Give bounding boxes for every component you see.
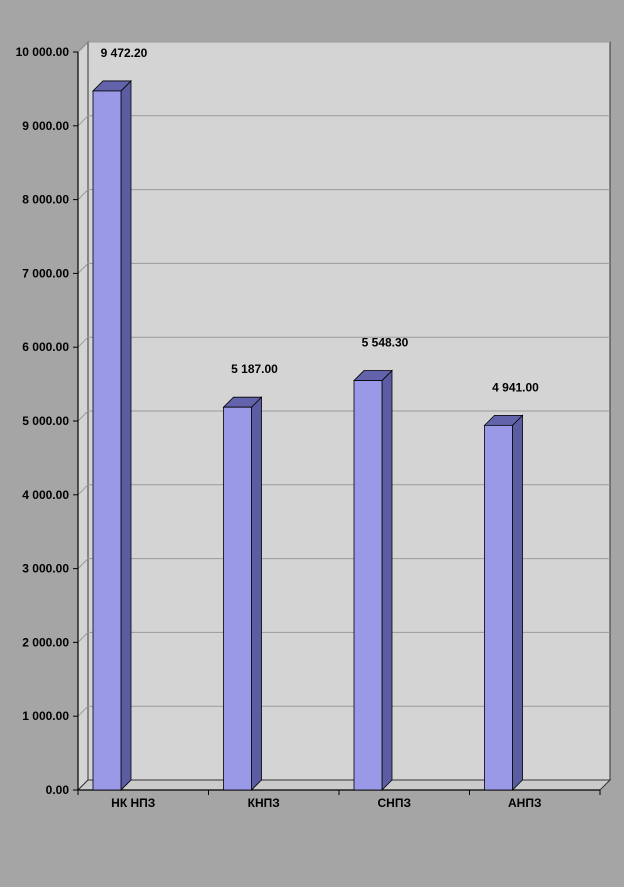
y-tick-label: 2 000.00	[22, 635, 69, 649]
gridline-wall-joint	[77, 41, 89, 53]
y-tick-label: 9 000.00	[22, 119, 69, 133]
gridline-wall-joint	[77, 632, 89, 643]
data-label: 9 472.20	[101, 46, 148, 60]
category-label: СНПЗ	[378, 796, 411, 810]
bar-front-face[interactable]	[92, 90, 122, 791]
y-tick-label: 3 000.00	[22, 562, 69, 576]
y-tick-label: 6 000.00	[22, 340, 69, 354]
gridline-wall-joint	[77, 410, 89, 422]
y-tick-label: 0.00	[46, 783, 70, 797]
gridline-wall-joint	[77, 336, 89, 348]
bar-front-face[interactable]	[223, 406, 252, 791]
bar-side-face[interactable]	[120, 79, 132, 791]
bar-front-face[interactable]	[484, 424, 513, 791]
y-tick-label: 7 000.00	[22, 266, 69, 280]
bar-side-face[interactable]	[251, 396, 262, 791]
category-label: НК НПЗ	[111, 796, 155, 810]
data-label: 4 941.00	[492, 380, 539, 394]
chart-floor	[76, 779, 612, 791]
bar-side-face[interactable]	[381, 369, 393, 791]
data-label: 5 187.00	[231, 362, 278, 376]
category-label: КНПЗ	[248, 796, 280, 810]
y-tick-label: 8 000.00	[22, 193, 69, 207]
data-label: 5 548.30	[362, 336, 409, 350]
gridline-wall-joint	[77, 705, 89, 717]
category-label: АНПЗ	[508, 796, 541, 810]
y-tick-label: 4 000.00	[22, 488, 69, 502]
bar-side-face[interactable]	[512, 414, 523, 791]
gridline-wall-joint	[77, 558, 89, 569]
gridline-wall-joint	[77, 484, 89, 496]
bar-front-face[interactable]	[353, 380, 383, 791]
y-tick-label: 10 000.00	[16, 45, 70, 59]
gridline-wall-joint	[77, 263, 89, 274]
y-tick-label: 1 000.00	[22, 709, 69, 723]
gridline-wall-joint	[77, 115, 89, 127]
y-tick-label: 5 000.00	[22, 414, 69, 428]
gridline-wall-joint	[77, 189, 89, 200]
